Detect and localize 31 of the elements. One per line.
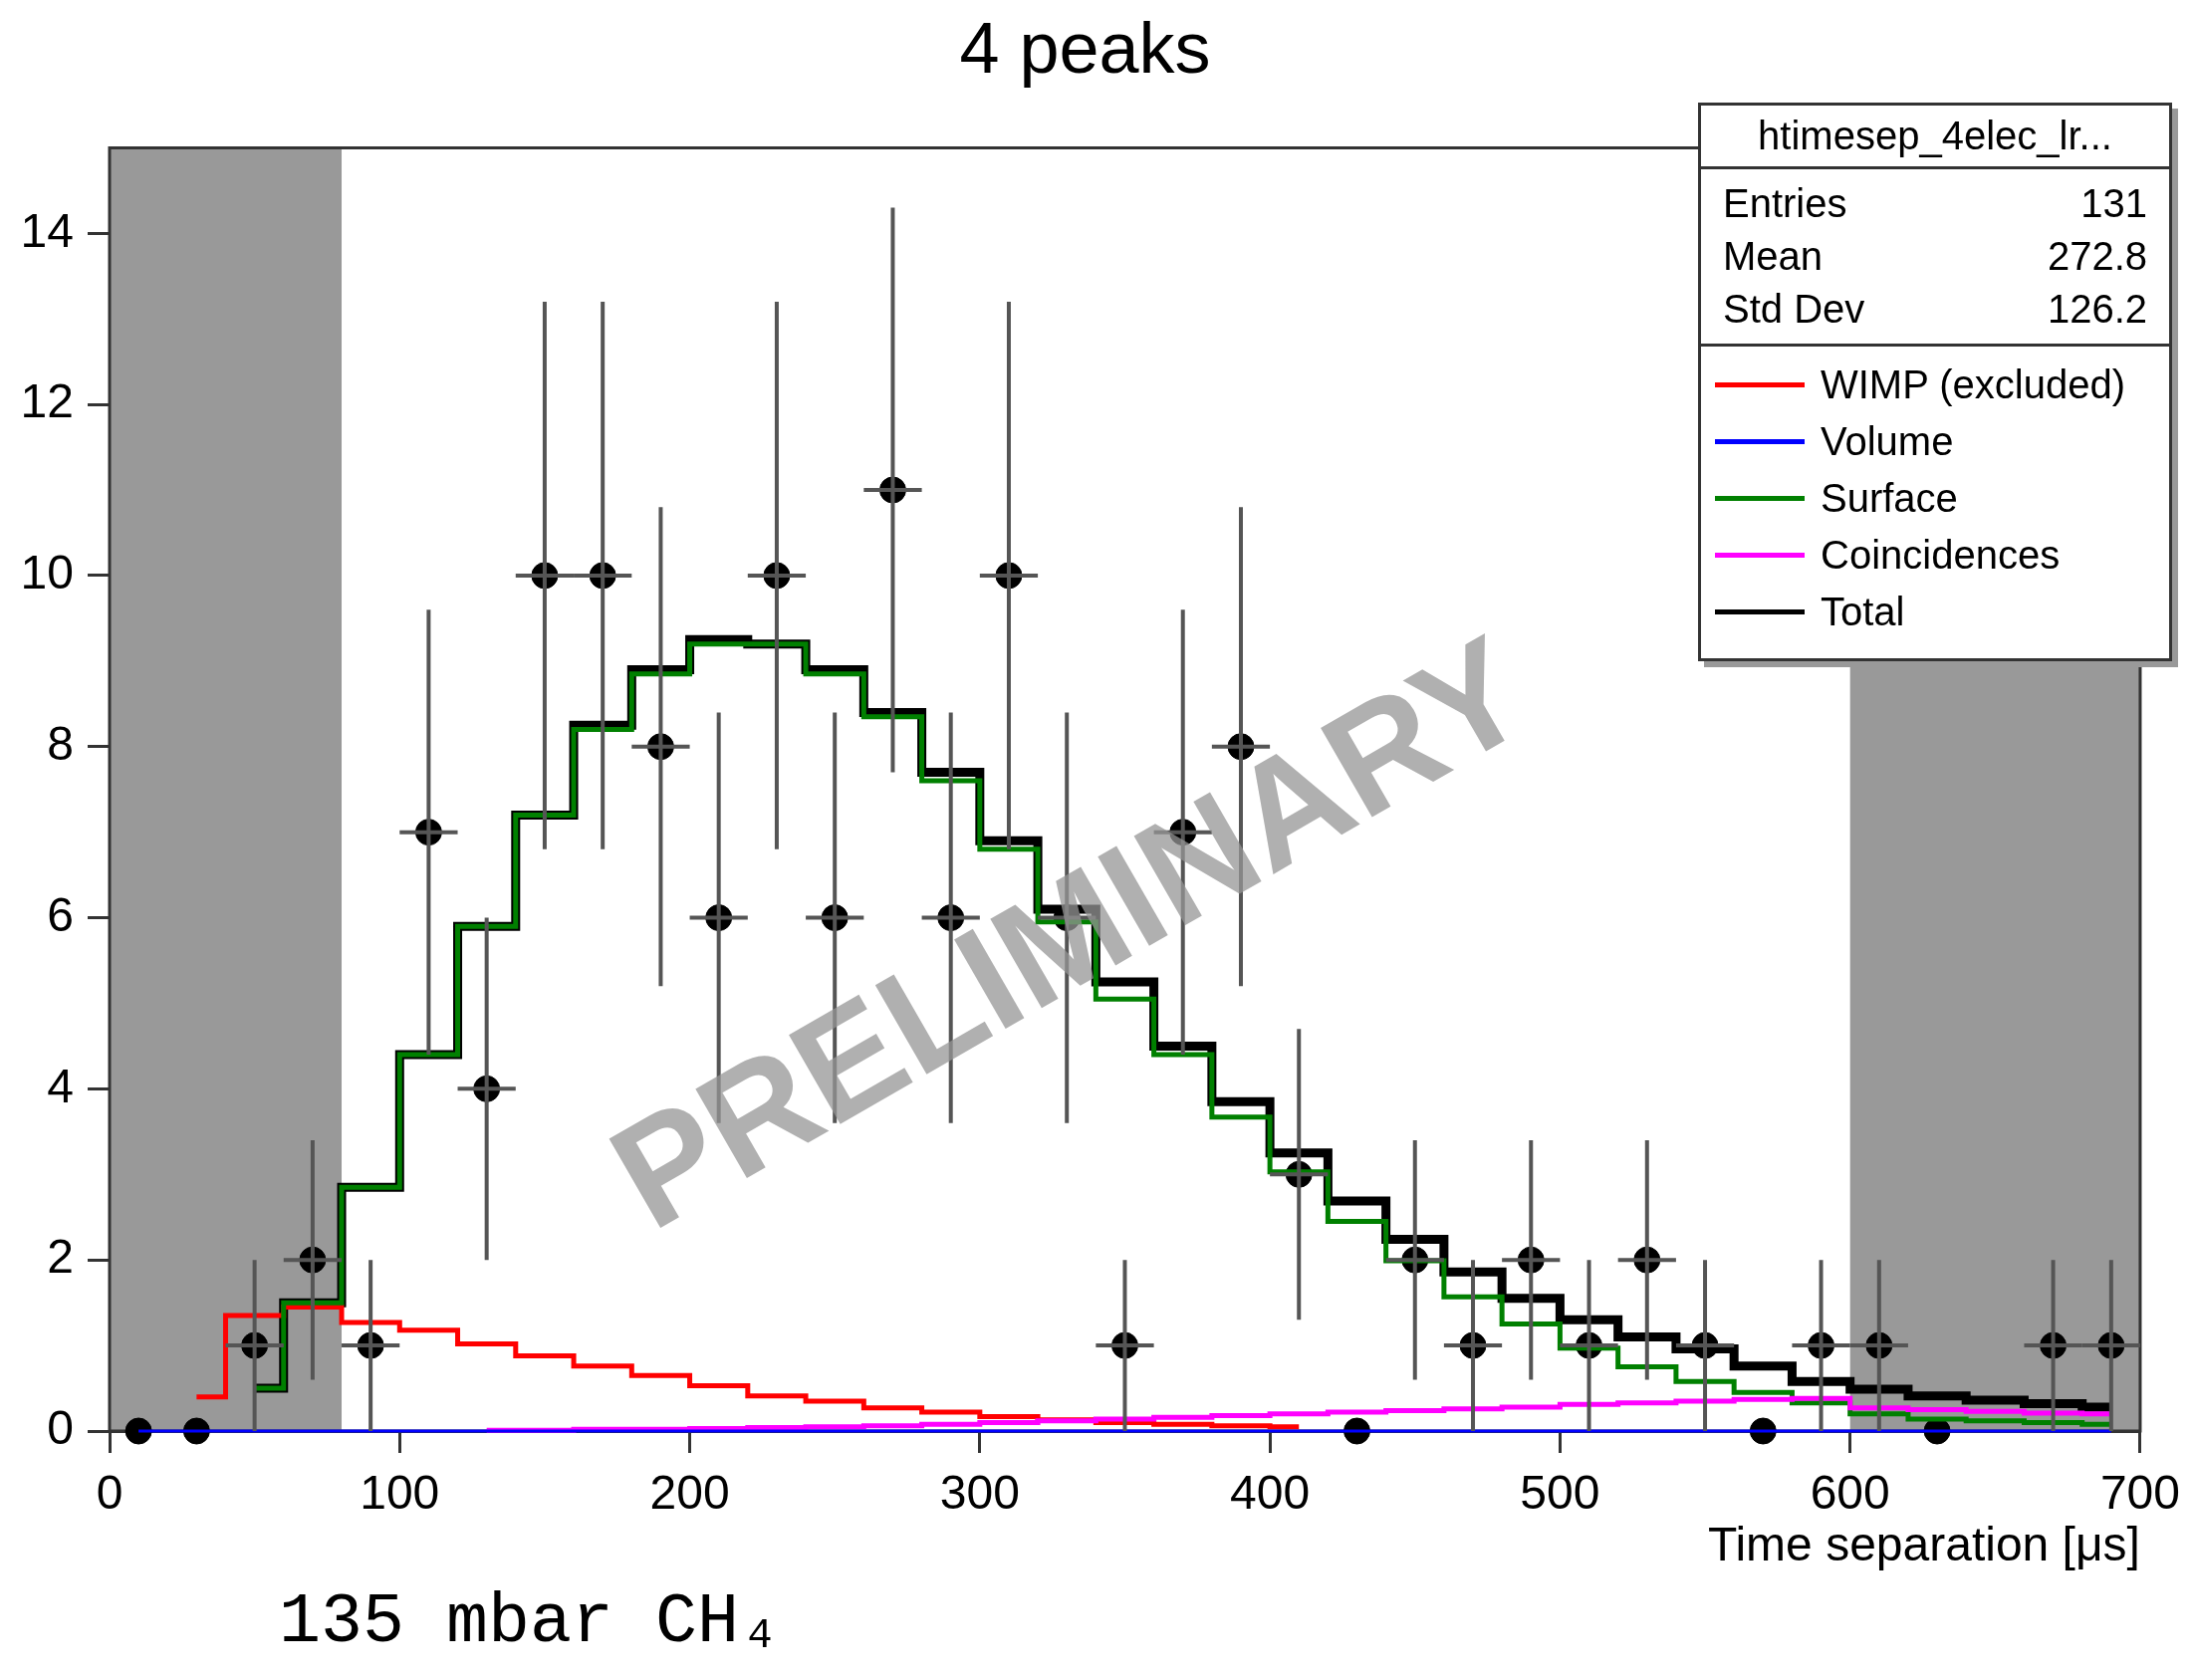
y-tick-label: 4: [47, 1059, 74, 1112]
annotation: 272.8: [2047, 234, 2147, 279]
x-tick-label: 600: [1810, 1466, 1890, 1520]
legend-label: Surface: [1821, 476, 1958, 521]
annotation: Entries: [1723, 181, 1847, 226]
x-tick-label: 100: [360, 1466, 440, 1520]
annotation: Mean: [1723, 234, 1824, 279]
y-tick-label: 12: [20, 374, 74, 428]
y-tick-label: 0: [47, 1401, 74, 1455]
y-tick-label: 10: [20, 546, 74, 600]
x-tick-label: 400: [1230, 1466, 1311, 1520]
legend-label: Coincidences: [1821, 533, 2061, 578]
chart-title: 4 peaks: [959, 8, 1211, 89]
x-tick-label: 500: [1520, 1466, 1600, 1520]
y-tick-label: 6: [47, 887, 74, 941]
legend-label: WIMP (excluded): [1821, 362, 2126, 407]
legend-label: Volume: [1821, 419, 1954, 464]
text: 135 mbar CH₄: [279, 1583, 782, 1662]
y-tick-label: 14: [20, 203, 74, 257]
y-tick-label: 2: [47, 1230, 74, 1284]
legend-label: Total: [1821, 590, 1905, 634]
annotation: Std Dev: [1723, 287, 1865, 332]
annotation: htimesep_4elec_lr...: [1701, 106, 2169, 169]
x-tick-label: 300: [939, 1466, 1020, 1520]
x-tick-label: 700: [2099, 1466, 2180, 1520]
annotation: 126.2: [2047, 287, 2147, 332]
annotation: 131: [2080, 181, 2147, 226]
x-tick-label: 0: [96, 1466, 123, 1520]
x-axis-title: Time separation [μs]: [1707, 1518, 2140, 1571]
y-tick-label: 8: [47, 716, 74, 770]
x-tick-label: 200: [649, 1466, 730, 1520]
